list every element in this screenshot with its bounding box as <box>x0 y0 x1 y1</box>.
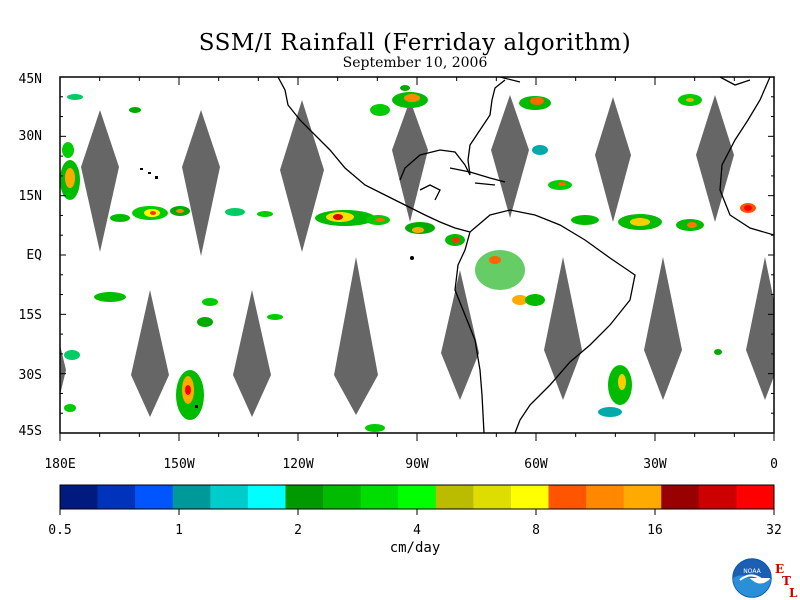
colorbar-label-1: 1 <box>175 523 183 538</box>
logo-letter-e: E <box>775 562 785 576</box>
colorbar-swatch <box>135 485 174 509</box>
lat-label-15s: 15S <box>18 308 42 323</box>
lon-label-60w: 60W <box>524 457 548 472</box>
colorbar-swatch <box>97 485 136 509</box>
noaa-logo: NOAA <box>732 558 772 598</box>
islands <box>140 168 414 408</box>
lon-label-150w: 150W <box>163 457 195 472</box>
coastlines <box>277 77 774 433</box>
logo-letter-t: T <box>782 574 791 588</box>
colorbar-swatch <box>510 485 550 509</box>
colorbar-label-16: 16 <box>647 523 663 538</box>
lon-label-90w: 90W <box>405 457 429 472</box>
colorbar-swatch <box>661 485 700 509</box>
colorbar-swatch <box>360 485 399 509</box>
lon-label-120w: 120W <box>282 457 314 472</box>
colorbar-swatch <box>736 485 775 509</box>
colorbar-swatch <box>698 485 737 509</box>
lon-label-180e: 180E <box>44 457 76 472</box>
swath-gaps <box>60 95 774 417</box>
colorbar-swatch <box>548 485 587 509</box>
logo-letter-l: L <box>789 586 798 600</box>
lat-label-30s: 30S <box>18 368 42 383</box>
lon-label-30w: 30W <box>643 457 667 472</box>
colorbar-swatch <box>623 485 662 509</box>
colorbar-swatch <box>60 485 99 509</box>
colorbar-units: cm/day <box>389 540 441 556</box>
colorbar-swatch <box>285 485 324 509</box>
colorbar-label-4: 4 <box>413 523 421 538</box>
colorbar-swatch <box>210 485 249 509</box>
colorbar-label-0-5: 0.5 <box>48 523 72 538</box>
rainfall-patches <box>60 85 756 432</box>
lat-label-45s: 45S <box>18 424 42 439</box>
colorbar-swatch <box>586 485 625 509</box>
lat-label-15n: 15N <box>18 189 42 204</box>
map-title: SSM/I Rainfall (Ferriday algorithm) <box>198 30 632 56</box>
colorbar-label-32: 32 <box>766 523 782 538</box>
colorbar-swatch <box>398 485 437 509</box>
lat-label-45n: 45N <box>18 72 42 87</box>
axis-ticks <box>59 76 775 441</box>
colorbar-label-2: 2 <box>294 523 302 538</box>
lat-label-eq: EQ <box>26 248 42 263</box>
lon-label-0: 0 <box>770 457 778 472</box>
colorbar-swatch <box>435 485 474 509</box>
lat-label-30n: 30N <box>18 129 42 144</box>
map-subtitle: September 10, 2006 <box>342 55 488 71</box>
colorbar-swatch <box>172 485 211 509</box>
colorbar-swatch <box>473 485 512 509</box>
colorbar-label-8: 8 <box>532 523 540 538</box>
colorbar-swatch <box>323 485 362 509</box>
svg-text:NOAA: NOAA <box>743 568 761 575</box>
colorbar-swatch <box>247 485 286 509</box>
